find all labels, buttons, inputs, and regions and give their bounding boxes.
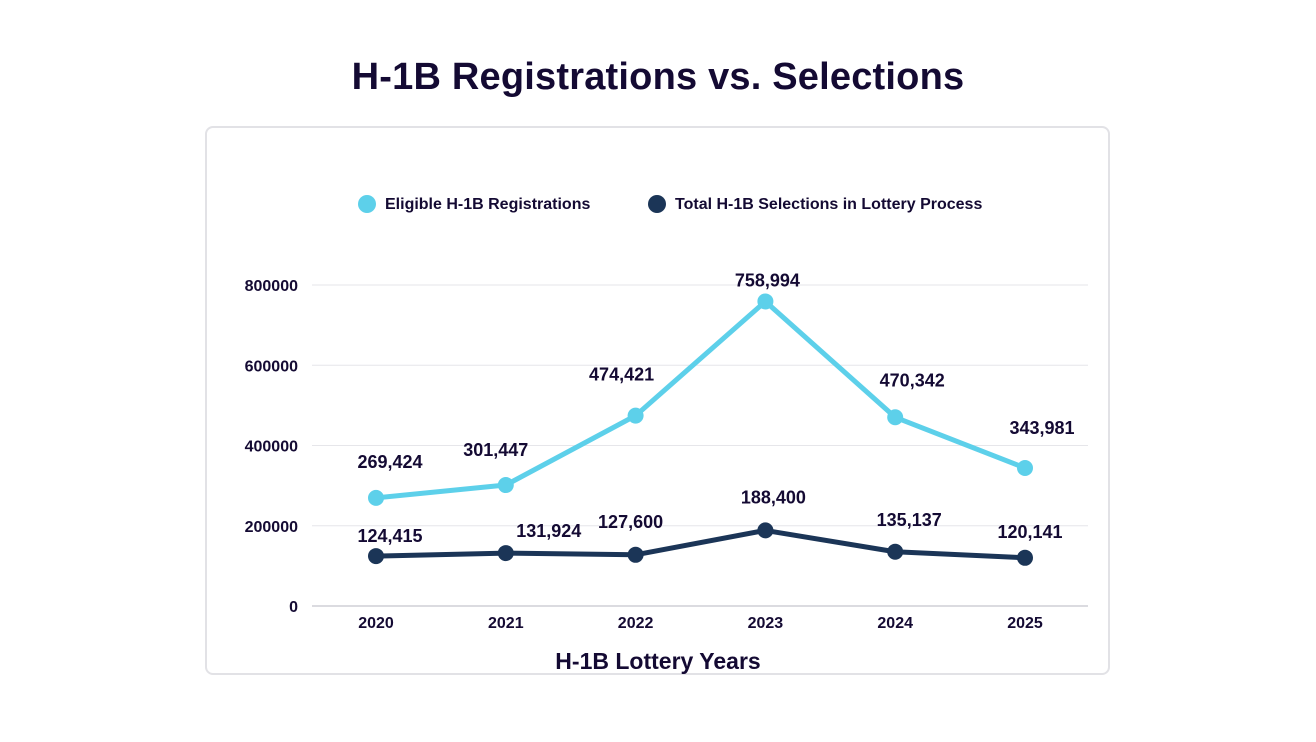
series-layer	[368, 293, 1033, 566]
y-tick-label: 0	[289, 599, 298, 616]
data-label: 470,342	[880, 370, 945, 390]
legend-marker	[648, 195, 666, 213]
y-tick-label: 600000	[245, 358, 298, 375]
data-point[interactable]	[887, 409, 904, 426]
x-tick-label: 2021	[488, 615, 524, 632]
grid-lines	[312, 284, 1088, 607]
data-label: 188,400	[741, 487, 806, 507]
legend-item[interactable]: Total H-1B Selections in Lottery Process	[648, 195, 982, 213]
data-label: 120,141	[997, 522, 1062, 542]
data-point[interactable]	[757, 293, 774, 310]
x-axis-ticks: 2020 2021 2022 2023 2024 2025	[358, 615, 1043, 632]
x-tick-label: 2025	[1007, 615, 1043, 632]
data-point[interactable]	[757, 522, 774, 539]
legend: Eligible H-1B Registrations Total H-1B Se…	[358, 195, 982, 213]
data-label: 343,981	[1009, 418, 1074, 438]
series-line	[373, 298, 1028, 501]
data-labels: 269,424 301,447 474,421 758,994 470,342 343,9…	[357, 270, 1074, 546]
data-label: 131,924	[516, 521, 581, 541]
data-point[interactable]	[627, 546, 644, 563]
data-point[interactable]	[497, 545, 514, 562]
y-tick-label: 200000	[245, 519, 298, 536]
data-label: 758,994	[735, 270, 800, 290]
x-tick-label: 2020	[358, 615, 394, 632]
data-point[interactable]	[887, 543, 904, 560]
chart-card	[205, 126, 1110, 675]
x-tick-label: 2023	[748, 615, 784, 632]
legend-marker	[358, 195, 376, 213]
series-line	[373, 527, 1028, 561]
x-axis-title: H-1B Lottery Years	[555, 648, 761, 674]
legend-label: Total H-1B Selections in Lottery Process	[675, 196, 982, 213]
legend-label: Eligible H-1B Registrations	[385, 196, 590, 213]
y-tick-label: 400000	[245, 439, 298, 456]
legend-item[interactable]: Eligible H-1B Registrations	[358, 195, 590, 213]
data-label: 301,447	[463, 440, 528, 460]
chart-title: H-1B Registrations vs. Selections	[351, 56, 965, 98]
data-label: 474,421	[589, 365, 654, 385]
y-axis-ticks: 0 200000 400000 600000 800000	[245, 278, 298, 616]
x-tick-label: 2024	[877, 615, 913, 632]
data-point[interactable]	[1017, 549, 1033, 566]
data-label: 269,424	[357, 452, 422, 472]
data-point[interactable]	[627, 407, 644, 424]
data-label: 127,600	[598, 512, 663, 532]
data-label: 124,415	[357, 526, 422, 546]
data-point[interactable]	[368, 548, 384, 565]
y-tick-label: 800000	[245, 278, 298, 295]
data-point[interactable]	[497, 477, 514, 494]
data-point[interactable]	[368, 489, 384, 506]
data-point[interactable]	[1017, 459, 1033, 476]
data-label: 135,137	[877, 510, 942, 530]
x-tick-label: 2022	[618, 615, 654, 632]
